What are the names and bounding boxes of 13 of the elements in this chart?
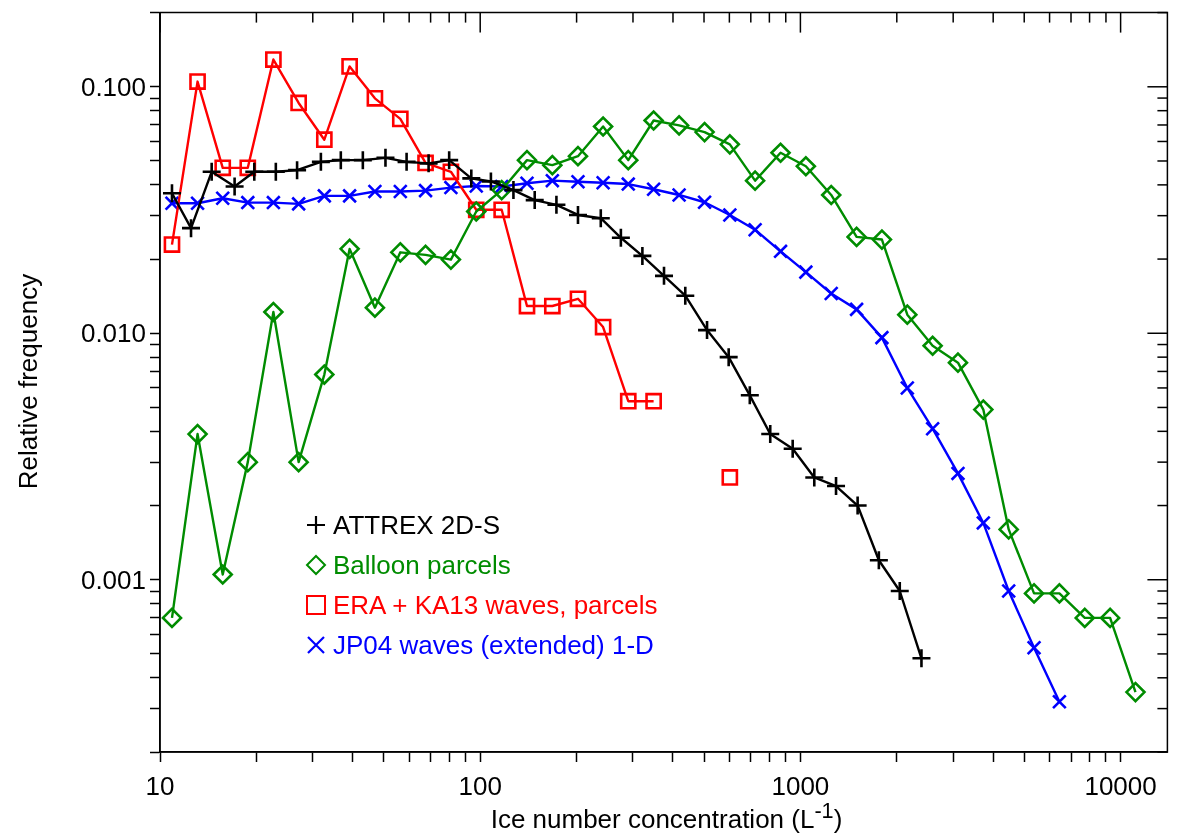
x-tick-label: 1000	[771, 770, 830, 801]
y-axis-title: Relative frequency	[12, 272, 44, 492]
x-axis-title: Ice number concentration (L$^{-1}$)	[490, 798, 843, 834]
y-tick-label: 0.001	[80, 564, 146, 595]
x-tick-label: 100	[458, 770, 502, 801]
y-tick-label: 0.100	[80, 71, 146, 102]
legend-label: Balloon parcels	[333, 549, 511, 582]
x-tick-label: 10	[145, 770, 175, 801]
legend-label: JP04 waves (extended) 1-D	[333, 629, 654, 662]
legend-label: ERA + KA13 waves, parcels	[333, 589, 658, 622]
y-tick-label: 0.010	[80, 318, 146, 349]
x-tick-label: 10000	[1084, 770, 1157, 801]
legend-label: ATTREX 2D-S	[333, 509, 501, 542]
